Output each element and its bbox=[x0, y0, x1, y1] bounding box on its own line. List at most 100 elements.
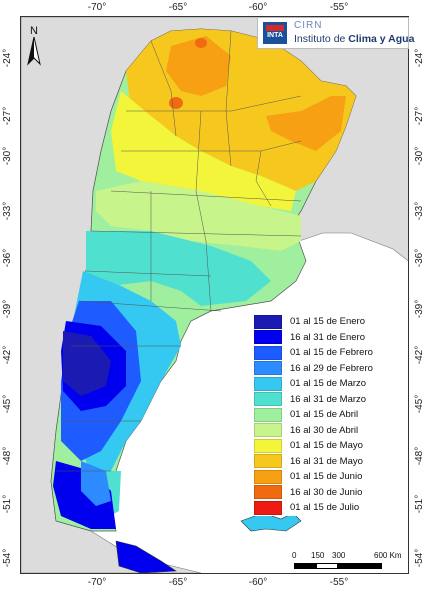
lat-tick-left: -24° bbox=[2, 48, 13, 68]
legend-item: 01 al 15 de Enero bbox=[254, 314, 388, 330]
legend-label: 01 al 15 de Junio bbox=[290, 471, 363, 483]
legend-swatch bbox=[254, 392, 282, 407]
lat-tick-left: -30° bbox=[2, 146, 13, 166]
inta-logo-icon: INTA bbox=[263, 22, 287, 44]
legend-item: 16 al 31 de Marzo bbox=[254, 392, 388, 408]
legend-item: 16 al 30 de Abril bbox=[254, 423, 388, 439]
lon-tick-top: -65° bbox=[168, 2, 188, 13]
lon-tick-bottom: -70° bbox=[87, 577, 107, 588]
lat-tick-right: -27° bbox=[414, 106, 425, 126]
zone-mayo bbox=[111, 91, 296, 211]
legend-item: 01 al 15 de Abril bbox=[254, 407, 388, 423]
lat-tick-left: -39° bbox=[2, 299, 13, 319]
legend-item: 16 al 29 de Febrero bbox=[254, 361, 388, 377]
legend-swatch bbox=[254, 485, 282, 500]
north-label: N bbox=[30, 25, 38, 37]
legend-swatch bbox=[254, 469, 282, 484]
lon-tick-top: -55° bbox=[329, 2, 349, 13]
legend-swatch bbox=[254, 314, 282, 329]
lat-tick-right: -54° bbox=[414, 548, 425, 568]
lat-tick-left: -36° bbox=[2, 248, 13, 268]
legend-swatch bbox=[254, 500, 282, 515]
legend-swatch bbox=[254, 345, 282, 360]
legend-swatch bbox=[254, 376, 282, 391]
legend-swatch bbox=[254, 438, 282, 453]
zone-enero-south bbox=[53, 461, 116, 529]
map-frame bbox=[20, 16, 409, 574]
legend-item: 01 al 15 de Marzo bbox=[254, 376, 388, 392]
lat-tick-left: -54° bbox=[2, 548, 13, 568]
lon-tick-bottom: -55° bbox=[329, 577, 349, 588]
lat-tick-right: -36° bbox=[414, 248, 425, 268]
lat-tick-right: -24° bbox=[414, 48, 425, 68]
map-legend: 01 al 15 de Enero 16 al 31 de Enero 01 al … bbox=[254, 314, 388, 516]
legend-item: 16 al 31 de Enero bbox=[254, 330, 388, 346]
lat-tick-left: -27° bbox=[2, 106, 13, 126]
legend-swatch bbox=[254, 423, 282, 438]
legend-item: 01 al 15 de Julio bbox=[254, 500, 388, 516]
zone-late-junio bbox=[169, 97, 183, 109]
lon-tick-bottom: -65° bbox=[168, 577, 188, 588]
legend-label: 01 al 15 de Enero bbox=[290, 316, 366, 328]
legend-swatch bbox=[254, 361, 282, 376]
legend-label: 01 al 15 de Julio bbox=[290, 502, 360, 514]
zone-junio-core bbox=[166, 36, 231, 96]
zone-enero-early bbox=[63, 331, 111, 396]
legend-swatch bbox=[254, 330, 282, 345]
scale-segment-1 bbox=[294, 563, 316, 569]
legend-item: 01 al 15 de Mayo bbox=[254, 438, 388, 454]
zone-febrero-south bbox=[81, 461, 111, 506]
lat-tick-right: -51° bbox=[414, 494, 425, 514]
scale-segment-2 bbox=[316, 563, 338, 569]
legend-swatch bbox=[254, 407, 282, 422]
legend-item: 16 al 30 de Junio bbox=[254, 485, 388, 501]
legend-label: 01 al 15 de Febrero bbox=[290, 347, 373, 359]
zone-late-junio-2 bbox=[195, 38, 207, 48]
lat-tick-right: -33° bbox=[414, 201, 425, 221]
zone-marzo bbox=[86, 231, 271, 306]
scale-label-300: 300 bbox=[332, 551, 346, 560]
legend-item: 01 al 15 de Junio bbox=[254, 469, 388, 485]
legend-item: 16 al 31 de Mayo bbox=[254, 454, 388, 470]
inta-text: INTA bbox=[267, 32, 283, 39]
legend-label: 16 al 31 de Enero bbox=[290, 331, 366, 343]
legend-swatch bbox=[254, 454, 282, 469]
map-canvas bbox=[21, 17, 408, 573]
province-boundaries bbox=[56, 30, 302, 472]
lat-tick-right: -42° bbox=[414, 345, 425, 365]
scale-label-150: 150 bbox=[311, 551, 325, 560]
scale-label-600: 600 Km bbox=[374, 551, 402, 560]
legend-label: 01 al 15 de Mayo bbox=[290, 440, 363, 452]
scale-segment-3 bbox=[338, 563, 382, 569]
legend-label: 16 al 30 de Junio bbox=[290, 486, 363, 498]
institution-logo: INTA CIRN Instituto de Clima y Agua bbox=[257, 17, 414, 49]
institute-name: Instituto de Clima y Agua bbox=[294, 33, 415, 45]
lat-tick-right: -30° bbox=[414, 146, 425, 166]
tierra-del-fuego bbox=[115, 540, 177, 573]
scale-bar: 0 150 300 600 Km bbox=[292, 551, 404, 571]
lat-tick-right: -48° bbox=[414, 446, 425, 466]
zone-junio-east bbox=[266, 96, 346, 151]
malvinas bbox=[240, 512, 302, 532]
lon-tick-bottom: -60° bbox=[248, 577, 268, 588]
legend-label: 16 al 31 de Marzo bbox=[290, 393, 367, 405]
legend-label: 01 al 15 de Marzo bbox=[290, 378, 367, 390]
lat-tick-left: -42° bbox=[2, 345, 13, 365]
lat-tick-left: -51° bbox=[2, 494, 13, 514]
lon-tick-top: -60° bbox=[248, 2, 268, 13]
lat-tick-right: -39° bbox=[414, 299, 425, 319]
zone-abril bbox=[96, 181, 301, 251]
lat-tick-left: -33° bbox=[2, 201, 13, 221]
legend-label: 16 al 29 de Febrero bbox=[290, 362, 373, 374]
lat-tick-left: -45° bbox=[2, 394, 13, 414]
cirn-text: CIRN bbox=[294, 20, 323, 31]
scale-label-0: 0 bbox=[292, 551, 297, 560]
lat-tick-left: -48° bbox=[2, 446, 13, 466]
legend-label: 16 al 31 de Mayo bbox=[290, 455, 363, 467]
lon-tick-top: -70° bbox=[87, 2, 107, 13]
legend-item: 01 al 15 de Febrero bbox=[254, 345, 388, 361]
legend-label: 01 al 15 de Abril bbox=[290, 409, 359, 421]
north-arrow-icon: N bbox=[27, 25, 41, 66]
lat-tick-right: -45° bbox=[414, 394, 425, 414]
legend-label: 16 al 30 de Abril bbox=[290, 424, 359, 436]
